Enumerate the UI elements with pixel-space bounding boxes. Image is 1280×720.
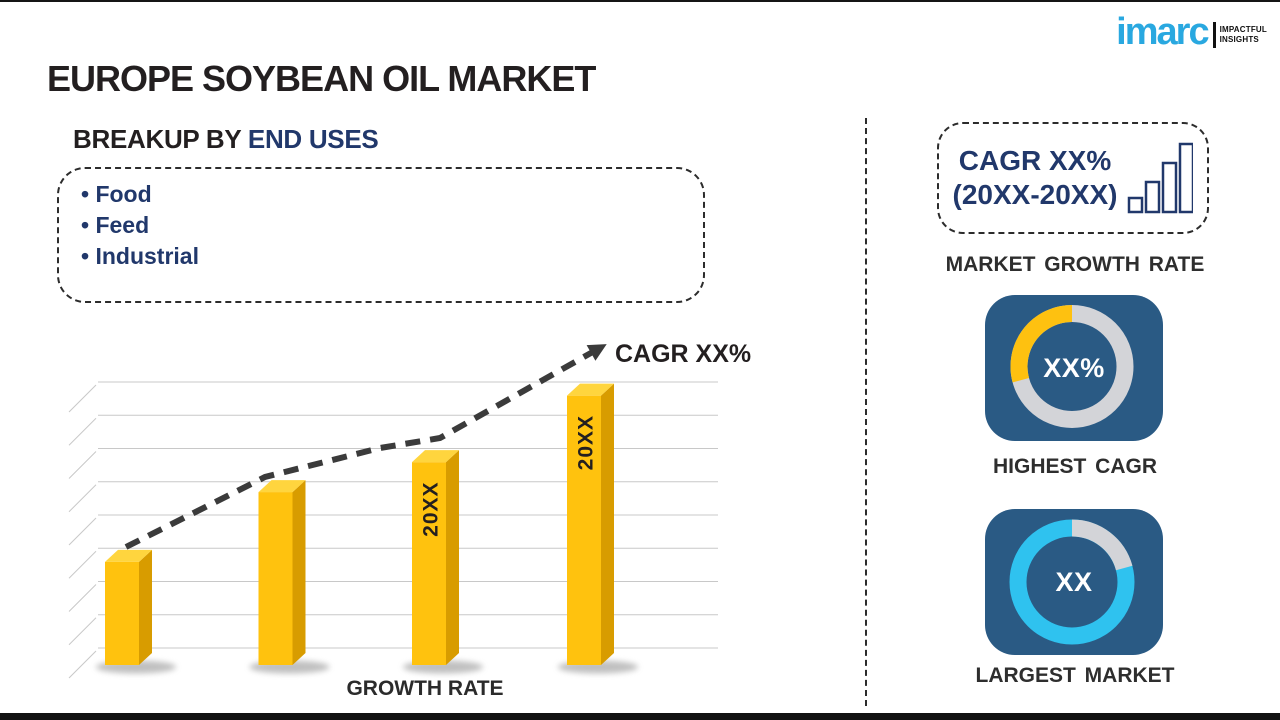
breakup-item: Industrial (81, 241, 703, 272)
bars-layer: 20XX 20XX (96, 383, 638, 674)
breakup-heading: BREAKUP BY END USES (73, 124, 379, 155)
bar-chart-icon (1128, 142, 1194, 214)
cagr-box-line1: CAGR XX% (958, 144, 1112, 176)
gridlines-layer (68, 381, 718, 679)
cagr-box-line2: (20XX-20XX) (952, 179, 1118, 210)
growth-chart: 20XX 20XX (55, 335, 735, 710)
bottom-border (0, 713, 1280, 720)
logo-wordmark: imarc (1116, 11, 1209, 53)
largest-market-card: XX (985, 509, 1163, 655)
logo-separator (1212, 22, 1216, 48)
breakup-heading-highlight: END USES (247, 124, 379, 154)
market-growth-rate-label: MARKET GROWTH RATE (945, 253, 1205, 276)
highest-cagr-card: XX% (985, 295, 1163, 441)
logo-tagline-line2: INSIGHTS (1219, 35, 1259, 44)
highest-cagr-donut (1010, 305, 1134, 428)
largest-market-donut (1009, 519, 1135, 645)
growth-chart-svg: 20XX 20XX (68, 344, 718, 679)
highest-cagr-value: XX% (1043, 352, 1105, 383)
breakup-item: Feed (81, 210, 703, 241)
top-border (0, 0, 1280, 2)
largest-market-value: XX (1055, 566, 1093, 597)
logo-tagline-line1: IMPACTFUL (1219, 25, 1267, 35)
breakup-list: Food Feed Industrial (59, 179, 703, 272)
trend-line (124, 344, 607, 550)
section-divider (865, 118, 867, 706)
breakup-heading-prefix: BREAKUP BY (73, 124, 248, 154)
cagr-box-text: CAGR XX% (20XX-20XX) (953, 144, 1118, 212)
bar-label: 20XX (420, 481, 443, 536)
breakup-item: Food (81, 179, 703, 210)
bar-label: 20XX (575, 415, 598, 470)
cagr-annotation: CAGR XX% (615, 340, 752, 368)
page-title: EUROPE SOYBEAN OIL MARKET (47, 58, 596, 99)
x-axis-label: GROWTH RATE (346, 677, 504, 700)
logo-tagline: IMPACTFUL INSIGHTS (1220, 25, 1267, 44)
imarc-logo: imarc IMPACTFUL INSIGHTS (1116, 13, 1267, 51)
largest-market-label: LARGEST MARKET (975, 664, 1175, 687)
highest-cagr-label: HIGHEST CAGR (992, 455, 1157, 478)
breakup-box: Food Feed Industrial (57, 167, 705, 303)
cagr-box: CAGR XX% (20XX-20XX) (937, 122, 1209, 234)
